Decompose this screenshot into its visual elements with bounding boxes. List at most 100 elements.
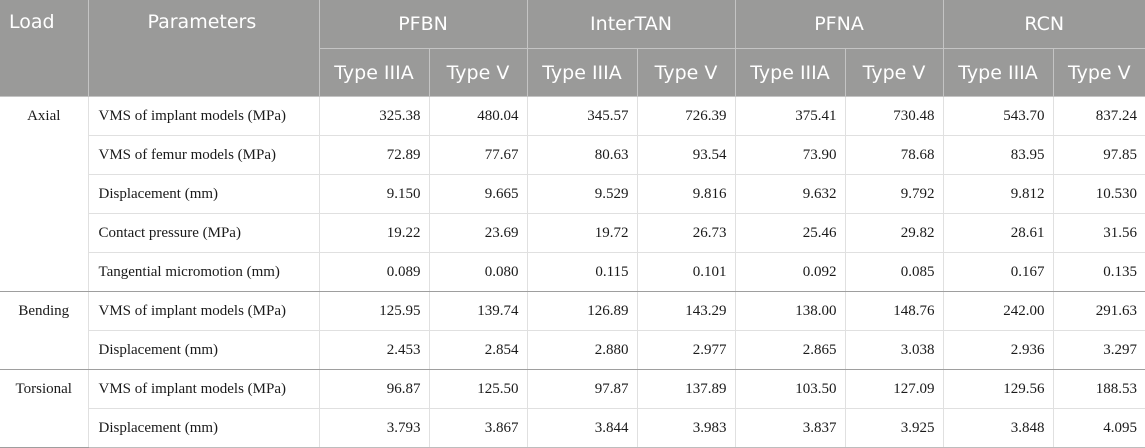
value-cell: 188.53 — [1053, 369, 1145, 409]
value-cell: 29.82 — [845, 213, 944, 253]
header-parameters: Parameters — [88, 0, 320, 97]
value-cell: 103.50 — [735, 369, 846, 409]
table-row: Axial VMS of implant models (MPa) 325.38 48… — [0, 96, 1145, 292]
value-cell: 148.76 — [845, 291, 944, 331]
value-cell: 0.085 — [845, 252, 944, 292]
value-cell: 2.936 — [943, 330, 1054, 370]
header-group-intertan: InterTAN — [527, 0, 736, 49]
value-cell: 97.87 — [527, 369, 638, 409]
value-cell: 3.837 — [735, 408, 846, 448]
value-cell: 9.816 — [637, 174, 736, 214]
parameter-cell: VMS of implant models (MPa) — [88, 291, 320, 331]
table-row: Tangential micromotion (mm) 0.089 0.080 0.1… — [0, 252, 1145, 292]
value-cell: 126.89 — [527, 291, 638, 331]
parameter-cell: Tangential micromotion (mm) — [88, 252, 320, 292]
value-cell: 73.90 — [735, 135, 846, 175]
value-cell: 837.24 — [1053, 96, 1145, 136]
header-load: Load — [0, 0, 89, 97]
value-cell: 2.453 — [319, 330, 430, 370]
value-cell: 31.56 — [1053, 213, 1145, 253]
value-cell: 9.632 — [735, 174, 846, 214]
header-group-pfna: PFNA — [735, 0, 944, 49]
parameter-cell: VMS of implant models (MPa) — [88, 369, 320, 409]
value-cell: 97.85 — [1053, 135, 1145, 175]
table-row: Bending VMS of implant models (MPa) 125.95… — [0, 291, 1145, 370]
value-cell: 291.63 — [1053, 291, 1145, 331]
header-subtype: Type V — [637, 48, 736, 97]
value-cell: 0.092 — [735, 252, 846, 292]
value-cell: 19.22 — [319, 213, 430, 253]
value-cell: 26.73 — [637, 213, 736, 253]
value-cell: 19.72 — [527, 213, 638, 253]
load-cell: Axial — [0, 96, 89, 292]
header-subtype: Type V — [1053, 48, 1145, 97]
value-cell: 125.50 — [429, 369, 528, 409]
header-subtype: Type V — [845, 48, 944, 97]
value-cell: 3.038 — [845, 330, 944, 370]
header-subtype: Type IIIA — [527, 48, 638, 97]
value-cell: 3.297 — [1053, 330, 1145, 370]
header-subtype: Type IIIA — [943, 48, 1054, 97]
load-cell: Bending — [0, 291, 89, 370]
value-cell: 0.080 — [429, 252, 528, 292]
value-cell: 730.48 — [845, 96, 944, 136]
value-cell: 242.00 — [943, 291, 1054, 331]
value-cell: 96.87 — [319, 369, 430, 409]
value-cell: 25.46 — [735, 213, 846, 253]
parameter-cell: Displacement (mm) — [88, 174, 320, 214]
value-cell: 3.793 — [319, 408, 430, 448]
value-cell: 9.150 — [319, 174, 430, 214]
value-cell: 4.095 — [1053, 408, 1145, 448]
value-cell: 143.29 — [637, 291, 736, 331]
parameter-cell: Contact pressure (MPa) — [88, 213, 320, 253]
value-cell: 726.39 — [637, 96, 736, 136]
table-row: Displacement (mm) 3.793 3.867 3.844 3.983 3.8… — [0, 408, 1145, 448]
value-cell: 10.530 — [1053, 174, 1145, 214]
table-header: Load Parameters PFBN InterTAN PFNA RCN T… — [0, 0, 1145, 97]
header-subtype: Type IIIA — [319, 48, 430, 97]
value-cell: 125.95 — [319, 291, 430, 331]
value-cell: 78.68 — [845, 135, 944, 175]
header-group-pfbn: PFBN — [319, 0, 528, 49]
parameter-cell: Displacement (mm) — [88, 330, 320, 370]
value-cell: 137.89 — [637, 369, 736, 409]
value-cell: 2.865 — [735, 330, 846, 370]
value-cell: 80.63 — [527, 135, 638, 175]
value-cell: 9.529 — [527, 174, 638, 214]
value-cell: 2.880 — [527, 330, 638, 370]
value-cell: 0.167 — [943, 252, 1054, 292]
value-cell: 0.115 — [527, 252, 638, 292]
value-cell: 9.812 — [943, 174, 1054, 214]
value-cell: 2.854 — [429, 330, 528, 370]
value-cell: 28.61 — [943, 213, 1054, 253]
value-cell: 0.135 — [1053, 252, 1145, 292]
value-cell: 543.70 — [943, 96, 1054, 136]
parameter-cell: VMS of implant models (MPa) — [88, 96, 320, 136]
header-subtype: Type IIIA — [735, 48, 846, 97]
value-cell: 345.57 — [527, 96, 638, 136]
value-cell: 83.95 — [943, 135, 1054, 175]
value-cell: 72.89 — [319, 135, 430, 175]
table-row: VMS of femur models (MPa) 72.89 77.67 80.63… — [0, 135, 1145, 175]
table-row: Torsional VMS of implant models (MPa) 96.8… — [0, 369, 1145, 448]
value-cell: 138.00 — [735, 291, 846, 331]
value-cell: 325.38 — [319, 96, 430, 136]
parameter-cell: Displacement (mm) — [88, 408, 320, 448]
header-subtype: Type V — [429, 48, 528, 97]
value-cell: 9.792 — [845, 174, 944, 214]
value-cell: 93.54 — [637, 135, 736, 175]
table-row: Contact pressure (MPa) 19.22 23.69 19.72 26.… — [0, 213, 1145, 253]
parameter-cell: VMS of femur models (MPa) — [88, 135, 320, 175]
value-cell: 139.74 — [429, 291, 528, 331]
value-cell: 9.665 — [429, 174, 528, 214]
value-cell: 23.69 — [429, 213, 528, 253]
table-row: Displacement (mm) 9.150 9.665 9.529 9.816 9.6… — [0, 174, 1145, 214]
table-row: Displacement (mm) 2.453 2.854 2.880 2.977 2.8… — [0, 330, 1145, 370]
header-group-rcn: RCN — [943, 0, 1145, 49]
value-cell: 375.41 — [735, 96, 846, 136]
table-body: Axial VMS of implant models (MPa) 325.38 48… — [0, 96, 1145, 448]
value-cell: 77.67 — [429, 135, 528, 175]
value-cell: 127.09 — [845, 369, 944, 409]
value-cell: 2.977 — [637, 330, 736, 370]
value-cell: 0.101 — [637, 252, 736, 292]
